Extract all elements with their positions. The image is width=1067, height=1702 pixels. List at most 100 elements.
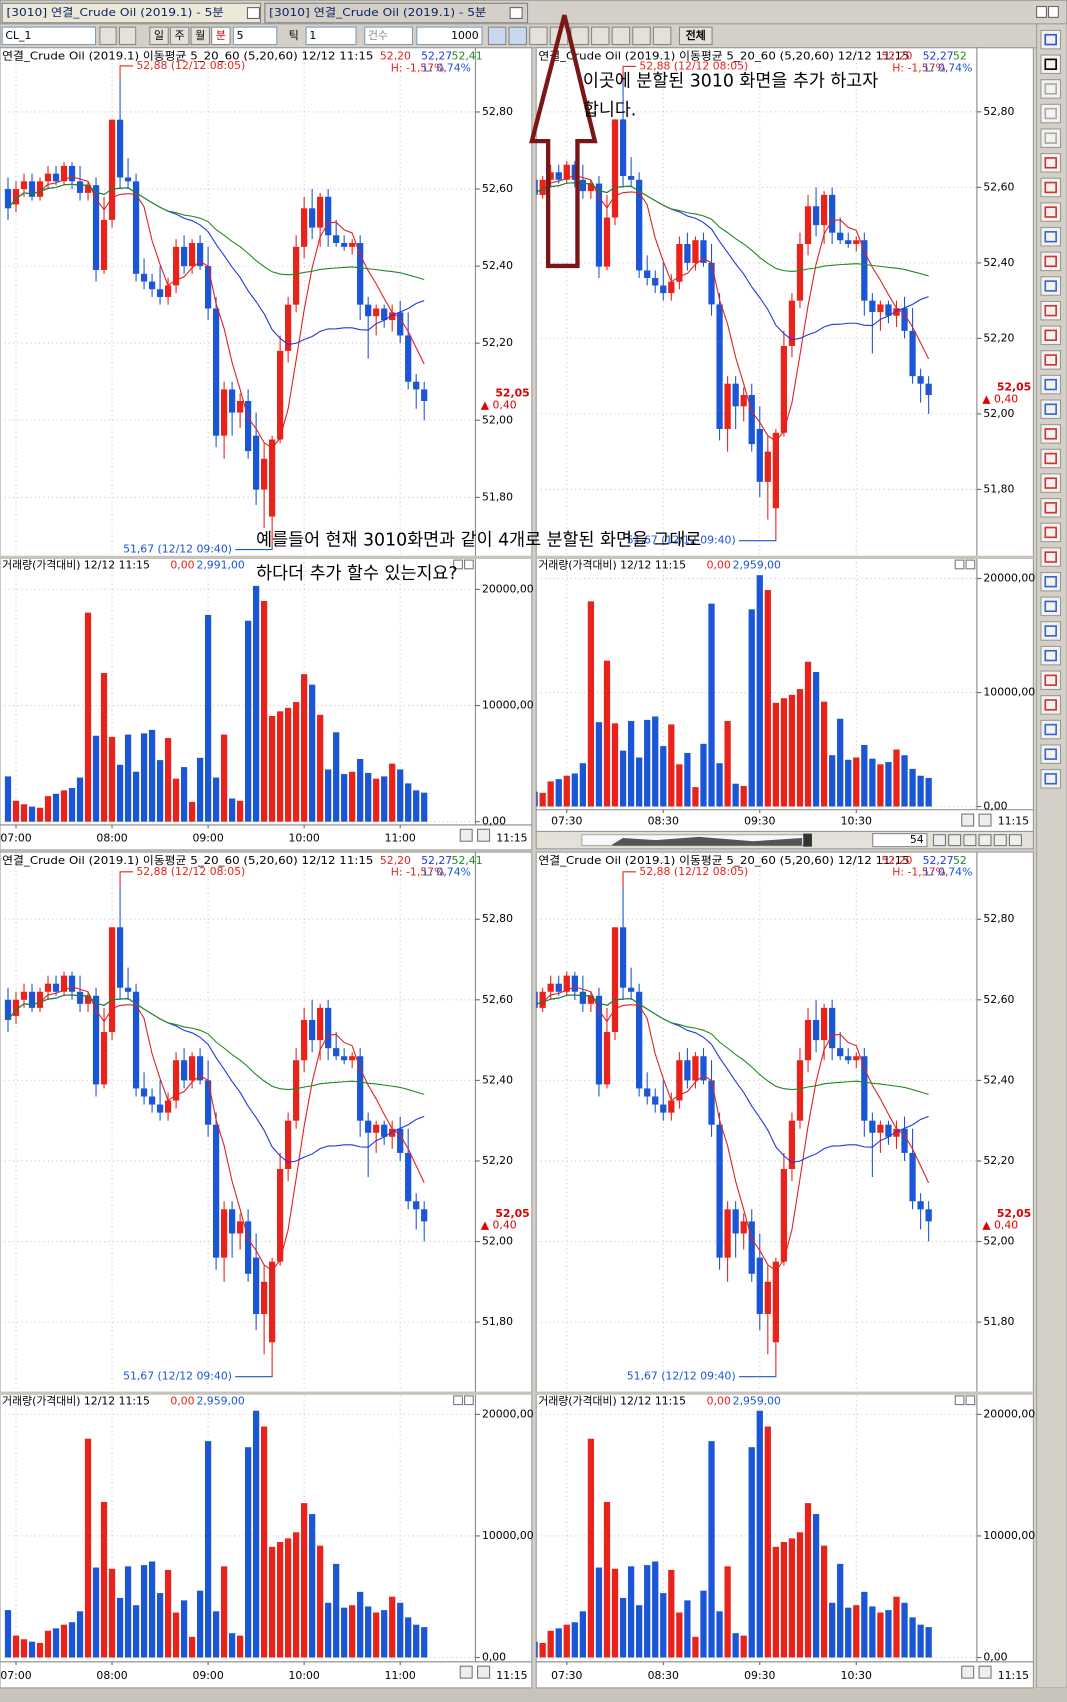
side-tool[interactable] [1040, 498, 1062, 518]
tab-close[interactable] [246, 7, 260, 20]
tool-icon[interactable] [632, 26, 651, 46]
scroll-button[interactable] [932, 834, 946, 847]
axis-button[interactable] [459, 1665, 473, 1679]
scroll-button[interactable] [1008, 834, 1022, 847]
side-tool[interactable] [1040, 54, 1062, 75]
side-tool[interactable] [1040, 571, 1062, 592]
axis-button[interactable] [961, 813, 975, 827]
volume-bar [708, 1441, 715, 1658]
all-button[interactable] [678, 26, 713, 46]
volume-bar [845, 759, 852, 807]
side-tool[interactable] [1040, 522, 1062, 543]
period-button[interactable] [190, 26, 211, 46]
tool-icon[interactable] [487, 26, 507, 46]
tool-button[interactable] [99, 26, 117, 46]
scroll-button[interactable] [978, 834, 992, 847]
candle-body [636, 991, 643, 1089]
tool-icon[interactable] [611, 26, 631, 46]
side-tool[interactable] [1040, 547, 1062, 567]
tool-icon[interactable] [652, 26, 672, 46]
side-tool[interactable] [1040, 670, 1062, 691]
tool-icon[interactable] [508, 26, 527, 46]
candle-body [660, 285, 667, 294]
pane-button[interactable] [954, 559, 965, 570]
axis-button[interactable] [978, 813, 992, 827]
tick-combo[interactable] [305, 26, 357, 46]
side-tool[interactable] [1040, 276, 1062, 296]
axis-button[interactable] [459, 828, 473, 842]
candle-body [571, 975, 578, 992]
pane-button[interactable] [464, 559, 474, 570]
side-tool[interactable] [1040, 744, 1062, 764]
side-tool[interactable] [1040, 128, 1062, 148]
tab[interactable] [264, 2, 529, 24]
candle-body [28, 181, 36, 197]
side-tool[interactable] [1040, 29, 1062, 50]
side-tool[interactable] [1040, 769, 1062, 789]
pane-button[interactable] [453, 1395, 463, 1406]
axis-button[interactable] [961, 1665, 975, 1679]
interval-combo[interactable] [232, 26, 278, 46]
tool-icon[interactable] [591, 26, 610, 46]
volume-bar [309, 684, 316, 822]
side-tool[interactable] [1040, 251, 1062, 272]
pane-button[interactable] [954, 1395, 965, 1406]
axis-button[interactable] [477, 828, 491, 842]
symbol-combo[interactable] [1, 26, 97, 46]
scroll-button[interactable] [993, 834, 1007, 847]
window-button[interactable] [1036, 5, 1047, 18]
volume-bar [756, 1410, 763, 1658]
side-tool[interactable] [1040, 177, 1062, 198]
axis-button[interactable] [978, 1665, 992, 1679]
y-tick-label: 52,00 [482, 413, 513, 426]
count-input[interactable] [416, 26, 483, 46]
scroll-button[interactable] [963, 834, 977, 847]
volume-bar [349, 771, 356, 822]
candle-body [196, 242, 204, 267]
side-tool-glyph [1044, 157, 1057, 169]
candle-body [547, 983, 554, 992]
tool-icon[interactable] [570, 26, 589, 46]
side-tool[interactable] [1040, 645, 1062, 666]
side-tool[interactable] [1040, 226, 1062, 247]
side-tool[interactable] [1040, 596, 1062, 617]
window-button[interactable] [1048, 5, 1059, 18]
volume-bar [611, 1568, 619, 1658]
side-tool-glyph [1044, 723, 1057, 736]
side-tool[interactable] [1040, 103, 1062, 124]
tool-icon[interactable] [529, 26, 548, 46]
candle-body [76, 181, 84, 193]
side-tool[interactable] [1040, 350, 1062, 370]
scroll-thumb[interactable] [803, 833, 812, 847]
side-tool[interactable] [1040, 399, 1062, 419]
pane-button[interactable] [453, 559, 463, 570]
scroll-button[interactable] [948, 834, 962, 847]
volume-bar [84, 612, 92, 822]
side-tool[interactable] [1040, 153, 1062, 173]
count-mode-combo[interactable] [364, 26, 414, 46]
side-tool[interactable] [1040, 695, 1062, 715]
period-button[interactable] [211, 26, 231, 46]
side-tool[interactable] [1040, 79, 1062, 99]
side-tool[interactable] [1040, 473, 1062, 493]
side-tool[interactable] [1040, 621, 1062, 641]
tab-close[interactable] [509, 7, 523, 20]
tab[interactable] [1, 2, 262, 24]
pane-button[interactable] [965, 1395, 976, 1406]
side-tool-glyph [1044, 58, 1057, 70]
side-tool[interactable] [1040, 374, 1062, 395]
volume-bar [536, 1641, 538, 1658]
side-tool[interactable] [1040, 325, 1062, 346]
axis-button[interactable] [477, 1665, 491, 1679]
side-tool[interactable] [1040, 300, 1062, 321]
tool-button[interactable] [118, 26, 137, 46]
side-tool[interactable] [1040, 719, 1062, 740]
side-tool[interactable] [1040, 202, 1062, 222]
candle-body [188, 242, 196, 267]
period-button[interactable] [149, 26, 169, 46]
side-tool[interactable] [1040, 448, 1062, 469]
side-tool[interactable] [1040, 424, 1062, 444]
pane-button[interactable] [464, 1395, 474, 1406]
period-button[interactable] [169, 26, 190, 46]
pane-button[interactable] [965, 559, 976, 570]
